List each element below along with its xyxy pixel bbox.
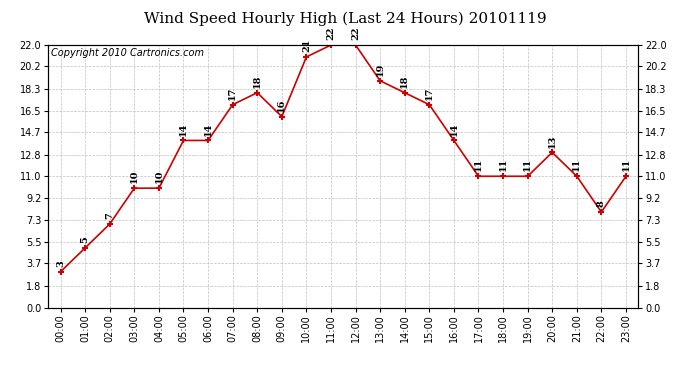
Text: 8: 8 [597, 201, 606, 207]
Text: 17: 17 [425, 87, 434, 100]
Text: 10: 10 [130, 170, 139, 183]
Text: 11: 11 [572, 158, 581, 171]
Text: Wind Speed Hourly High (Last 24 Hours) 20101119: Wind Speed Hourly High (Last 24 Hours) 2… [144, 11, 546, 26]
Text: 13: 13 [548, 134, 557, 148]
Text: 16: 16 [277, 99, 286, 112]
Text: 11: 11 [523, 158, 532, 171]
Text: 18: 18 [253, 75, 262, 88]
Text: 21: 21 [302, 39, 311, 52]
Text: 14: 14 [204, 122, 213, 136]
Text: 22: 22 [351, 27, 360, 40]
Text: 3: 3 [56, 260, 65, 267]
Text: 7: 7 [106, 213, 115, 219]
Text: Copyright 2010 Cartronics.com: Copyright 2010 Cartronics.com [51, 48, 204, 58]
Text: 14: 14 [179, 122, 188, 136]
Text: 11: 11 [622, 158, 631, 171]
Text: 5: 5 [81, 236, 90, 243]
Text: 18: 18 [400, 75, 409, 88]
Text: 11: 11 [499, 158, 508, 171]
Text: 19: 19 [375, 63, 384, 76]
Text: 10: 10 [155, 170, 164, 183]
Text: 14: 14 [449, 122, 458, 136]
Text: 11: 11 [474, 158, 483, 171]
Text: 22: 22 [326, 27, 335, 40]
Text: 17: 17 [228, 87, 237, 100]
